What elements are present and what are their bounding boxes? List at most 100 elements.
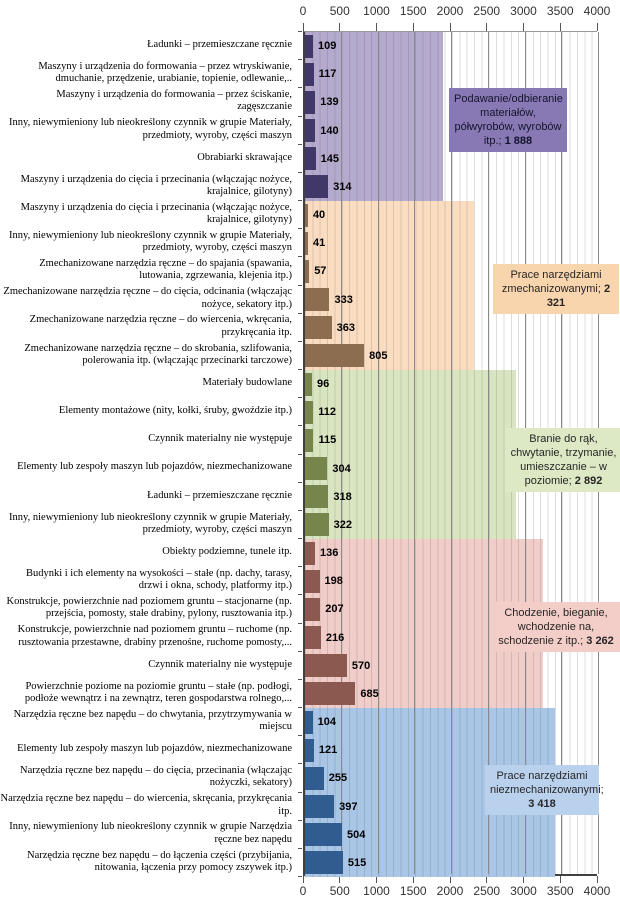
- bar: [305, 766, 324, 790]
- major-gridline: [414, 32, 416, 874]
- bar-value-label: 57: [314, 265, 327, 278]
- bar-value-label: 121: [318, 744, 338, 757]
- group-label-text: Chodzenie, bieganie, wchodzenie na, scho…: [498, 607, 608, 648]
- y-axis-tick-mark: [298, 876, 302, 877]
- x-axis-tick-mark-top: [339, 23, 341, 31]
- major-gridline: [487, 32, 489, 874]
- bar-value-label: 198: [324, 575, 343, 588]
- bar: [305, 851, 343, 875]
- bar-value-label: 112: [318, 406, 336, 419]
- bar: [305, 626, 321, 650]
- bar: [305, 344, 365, 368]
- y-axis-tick-mark: [298, 509, 302, 511]
- bar: [305, 175, 329, 199]
- x-axis-tick-mark-bottom: [596, 876, 598, 883]
- bar: [305, 513, 329, 537]
- category-label: Inny, niewymieniony lub nieokreślony czy…: [9, 511, 292, 535]
- category-label: Narzędzia ręczne bez napędu – do łączeni…: [27, 849, 292, 873]
- bar-value-label: 685: [360, 687, 379, 700]
- category-label: Narzędzia ręczne bez napędu – do cięcia,…: [20, 765, 292, 789]
- bar: [305, 597, 321, 621]
- bar: [305, 119, 316, 143]
- x-axis-tick-mark-bottom: [486, 876, 488, 883]
- plot-area: 109 117 139 140 145 314 Podawanie/odbieranie m…: [303, 31, 620, 877]
- group-total: 3 418: [528, 798, 556, 811]
- category-label: Maszyny i urządzenia do formowania – prz…: [38, 60, 292, 85]
- bar-value-label: 363: [336, 321, 356, 334]
- category-label: Elementy lub zespoły maszyn lub pojazdów…: [17, 743, 292, 755]
- y-axis-tick-mark: [298, 763, 302, 765]
- x-axis-tick-label-bottom: 3500: [546, 884, 574, 898]
- x-axis-tick-mark-bottom: [412, 876, 414, 883]
- y-axis-tick-mark: [298, 538, 302, 539]
- bar: [305, 62, 314, 86]
- x-axis-tick-mark-top: [523, 23, 524, 31]
- x-axis-tick-mark-top: [449, 23, 451, 31]
- y-axis-tick-mark: [298, 791, 302, 793]
- bar: [305, 147, 316, 171]
- top-axis: 0 500 1000 1500 2000 2500 3000 3500 4000: [0, 4, 620, 18]
- x-axis-tick-label-top: 500: [329, 4, 350, 18]
- x-axis-tick-label-top: 3500: [546, 4, 574, 18]
- category-label: Powierzchnie poziome na poziomie gruntu …: [24, 680, 292, 704]
- major-gridline: [377, 32, 379, 874]
- y-axis-tick-mark: [298, 369, 302, 370]
- y-axis-tick-mark: [298, 678, 302, 680]
- y-axis-tick-mark: [298, 566, 302, 568]
- y-axis-tick-mark: [298, 228, 302, 230]
- category-label: Zmechanizowane narzędzia ręczne – do spa…: [39, 258, 292, 282]
- bar-value-label: 397: [339, 800, 358, 813]
- bar-value-label: 322: [333, 518, 353, 531]
- y-axis-tick-mark: [298, 819, 302, 821]
- group-band: [305, 201, 475, 370]
- x-axis-tick-mark-bottom: [559, 876, 561, 883]
- category-label: Maszyny i urządzenia do formowania – prz…: [56, 89, 292, 113]
- x-axis-tick-mark-top: [596, 23, 598, 31]
- category-label: Czynnik materialny nie występuje: [148, 658, 292, 670]
- bar-value-label: 109: [318, 40, 337, 53]
- bar: [305, 231, 308, 255]
- category-label: Zmechanizowane narzędzia ręczne – do skr…: [24, 342, 292, 366]
- bar-value-label: 41: [313, 237, 326, 250]
- x-axis-tick-label-top: 1000: [363, 4, 390, 18]
- group-label-box: Branie do rąk, chwytanie, trzymanie, umi…: [505, 428, 620, 493]
- bar-value-label: 104: [317, 716, 336, 729]
- category-label: Czynnik materialny nie występuje: [148, 433, 292, 445]
- group-label-text: Branie do rąk, chwytanie, trzymanie, umi…: [510, 433, 617, 488]
- bar: [305, 823, 343, 847]
- group-label-box: Podawanie/odbieranie materiałów, półwyro…: [449, 88, 567, 153]
- category-label: Konstrukcje, powierzchnie nad poziomem g…: [17, 624, 292, 648]
- x-axis-tick-label-top: 3000: [510, 4, 537, 18]
- x-axis-tick-mark-top: [376, 23, 377, 31]
- bar: [305, 682, 356, 706]
- bar: [305, 400, 314, 424]
- category-label: Ładunki – przemieszczane ręcznie: [147, 489, 292, 501]
- category-label: Elementy lub zespoły maszyn lub pojazdów…: [17, 461, 292, 473]
- group-label-text: Podawanie/odbieranie materiałów, półwyro…: [454, 93, 563, 148]
- y-axis-tick-mark: [298, 622, 302, 624]
- y-axis-tick-mark: [298, 59, 302, 61]
- x-axis-tick-mark-top: [302, 23, 304, 31]
- x-axis-tick-mark-top: [559, 23, 561, 31]
- bar-value-label: 145: [320, 152, 340, 165]
- category-label: Obrabiarki skrawające: [197, 151, 292, 163]
- y-axis-tick-mark: [298, 425, 302, 427]
- bar: [305, 795, 335, 819]
- x-axis-tick-label-top: 2500: [473, 4, 501, 18]
- category-label: Maszyny i urządzenia do cięcia i przecin…: [20, 173, 292, 197]
- category-label: Materiały budowlane: [202, 376, 292, 388]
- group-band: [305, 370, 517, 539]
- category-label: Ładunki – przemieszczane ręcznie: [147, 38, 292, 50]
- bar-value-label: 140: [320, 124, 339, 137]
- group-total: 3 262: [586, 635, 614, 648]
- x-axis-tick-label-top: 2000: [436, 4, 464, 18]
- bar-value-label: 515: [347, 856, 367, 869]
- bar: [305, 203, 308, 227]
- bar-value-label: 304: [332, 462, 351, 475]
- category-label: Narzędzia ręczne bez napędu – do wiercen…: [0, 793, 293, 817]
- category-label: Inny, niewymieniony lub nieokreślony czy…: [9, 117, 292, 141]
- bar-value-label: 318: [333, 490, 352, 503]
- x-axis-tick-label-top: 0: [299, 4, 307, 18]
- y-axis-tick-mark: [298, 397, 302, 399]
- group-label-box: Chodzenie, bieganie, wchodzenie na, scho…: [491, 602, 620, 653]
